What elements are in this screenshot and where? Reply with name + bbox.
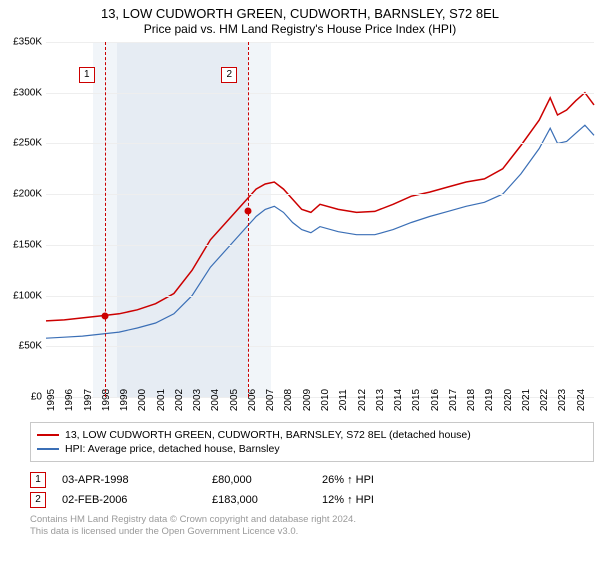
chart-marker-box: 1 bbox=[79, 67, 95, 83]
grid-line bbox=[46, 194, 594, 195]
x-axis-label: 2003 bbox=[192, 389, 203, 411]
y-axis-label: £100K bbox=[0, 290, 42, 301]
x-axis-label: 1997 bbox=[83, 389, 94, 411]
footer-line-1: Contains HM Land Registry data © Crown c… bbox=[30, 514, 594, 526]
x-axis-label: 2024 bbox=[576, 389, 587, 411]
transaction-row: 2 02-FEB-2006 £183,000 12% ↑ HPI bbox=[30, 492, 594, 508]
transaction-price: £80,000 bbox=[212, 474, 322, 486]
page-title: 13, LOW CUDWORTH GREEN, CUDWORTH, BARNSL… bbox=[0, 6, 600, 21]
chart-legend: 13, LOW CUDWORTH GREEN, CUDWORTH, BARNSL… bbox=[30, 422, 594, 462]
x-axis-label: 2010 bbox=[320, 389, 331, 411]
transaction-marker-1: 1 bbox=[30, 472, 46, 488]
transaction-price: £183,000 bbox=[212, 494, 322, 506]
chart-lines bbox=[46, 42, 594, 397]
y-axis-label: £0 bbox=[0, 392, 42, 403]
y-axis-label: £350K bbox=[0, 37, 42, 48]
transaction-date: 03-APR-1998 bbox=[62, 474, 212, 486]
x-axis-label: 2015 bbox=[411, 389, 422, 411]
y-axis-label: £50K bbox=[0, 341, 42, 352]
x-axis-label: 1995 bbox=[46, 389, 57, 411]
legend-swatch-hpi bbox=[37, 448, 59, 450]
x-axis-label: 2022 bbox=[539, 389, 550, 411]
reference-line bbox=[248, 42, 249, 397]
grid-line bbox=[46, 93, 594, 94]
transaction-hpi: 26% ↑ HPI bbox=[322, 474, 594, 486]
y-axis-label: £250K bbox=[0, 138, 42, 149]
x-axis-label: 2018 bbox=[466, 389, 477, 411]
legend-item-property: 13, LOW CUDWORTH GREEN, CUDWORTH, BARNSL… bbox=[37, 429, 587, 441]
x-axis-label: 2004 bbox=[210, 389, 221, 411]
grid-line bbox=[46, 346, 594, 347]
transaction-marker-2: 2 bbox=[30, 492, 46, 508]
transaction-row: 1 03-APR-1998 £80,000 26% ↑ HPI bbox=[30, 472, 594, 488]
x-axis-label: 2014 bbox=[393, 389, 404, 411]
y-axis-label: £150K bbox=[0, 239, 42, 250]
reference-line bbox=[105, 42, 106, 397]
legend-swatch-property bbox=[37, 434, 59, 436]
x-axis-label: 2023 bbox=[557, 389, 568, 411]
x-axis-label: 2001 bbox=[156, 389, 167, 411]
data-point bbox=[102, 312, 109, 319]
grid-line bbox=[46, 143, 594, 144]
transactions-table: 1 03-APR-1998 £80,000 26% ↑ HPI 2 02-FEB… bbox=[30, 472, 594, 508]
legend-item-hpi: HPI: Average price, detached house, Barn… bbox=[37, 443, 587, 455]
grid-line bbox=[46, 245, 594, 246]
x-axis-label: 2019 bbox=[484, 389, 495, 411]
x-axis-label: 2000 bbox=[137, 389, 148, 411]
x-axis-label: 1999 bbox=[119, 389, 130, 411]
x-axis-label: 2021 bbox=[521, 389, 532, 411]
x-axis-label: 2017 bbox=[448, 389, 459, 411]
x-axis-label: 2009 bbox=[302, 389, 313, 411]
x-axis-label: 2008 bbox=[283, 389, 294, 411]
x-axis-label: 2013 bbox=[375, 389, 386, 411]
x-axis-label: 2002 bbox=[174, 389, 185, 411]
x-axis-label: 2011 bbox=[338, 389, 349, 411]
x-axis-label: 2016 bbox=[430, 389, 441, 411]
transaction-hpi: 12% ↑ HPI bbox=[322, 494, 594, 506]
transaction-date: 02-FEB-2006 bbox=[62, 494, 212, 506]
footer-line-2: This data is licensed under the Open Gov… bbox=[30, 526, 594, 538]
grid-line bbox=[46, 296, 594, 297]
series-line-property bbox=[46, 93, 594, 321]
price-chart: £0£50K£100K£150K£200K£250K£300K£350K1995… bbox=[46, 42, 594, 398]
grid-line bbox=[46, 42, 594, 43]
legend-label-hpi: HPI: Average price, detached house, Barn… bbox=[65, 443, 280, 455]
footer-attribution: Contains HM Land Registry data © Crown c… bbox=[30, 514, 594, 539]
y-axis-label: £300K bbox=[0, 87, 42, 98]
chart-marker-box: 2 bbox=[221, 67, 237, 83]
x-axis-label: 2005 bbox=[229, 389, 240, 411]
page-subtitle: Price paid vs. HM Land Registry's House … bbox=[0, 22, 600, 36]
x-axis-label: 2012 bbox=[357, 389, 368, 411]
y-axis-label: £200K bbox=[0, 189, 42, 200]
x-axis-label: 2007 bbox=[265, 389, 276, 411]
x-axis-label: 2020 bbox=[503, 389, 514, 411]
x-axis-label: 1996 bbox=[64, 389, 75, 411]
data-point bbox=[245, 208, 252, 215]
legend-label-property: 13, LOW CUDWORTH GREEN, CUDWORTH, BARNSL… bbox=[65, 429, 471, 441]
